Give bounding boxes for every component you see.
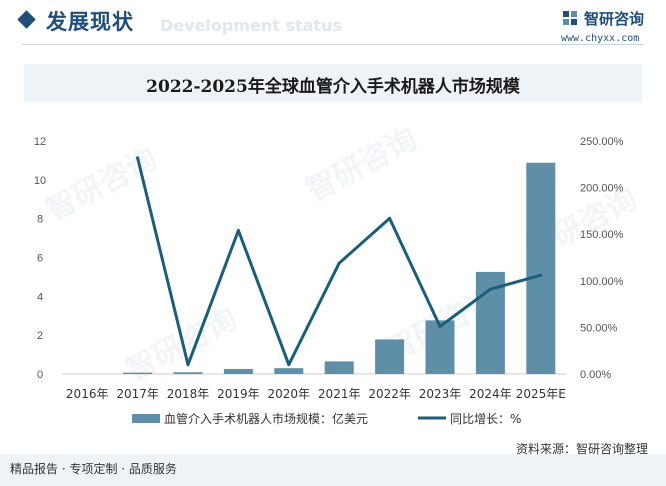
growth-point [388, 216, 392, 220]
x-tick-label: 2023年 [419, 387, 462, 401]
x-tick-label: 2016年 [66, 387, 109, 401]
x-tick-label: 2022年 [368, 387, 411, 401]
x-tick-label: 2019年 [217, 387, 260, 401]
bar [375, 339, 405, 374]
logo-text: 智研咨询 [584, 10, 645, 28]
y-left-tick-label: 10 [34, 175, 46, 187]
header: 发展现状 Development status 智研咨询 www.chyxx.c… [0, 0, 666, 44]
bar [123, 372, 153, 374]
bar [223, 368, 253, 374]
growth-point [287, 363, 291, 367]
bar [324, 361, 354, 374]
y-right-tick-label: 250.00% [580, 136, 624, 148]
footer: 精品报告 · 专项定制 · 品质服务 资料来源：智研咨询整理 [0, 442, 666, 486]
title-band: 2022-2025年全球血管介入手术机器人市场规模 [24, 64, 642, 102]
y-right-tick-label: 150.00% [580, 229, 624, 241]
y-left-tick-label: 8 [37, 214, 43, 226]
growth-point [488, 287, 492, 291]
y-left-tick-label: 0 [37, 369, 43, 381]
growth-point [186, 363, 190, 367]
growth-point [438, 324, 442, 328]
x-tick-label: 2021年 [318, 387, 361, 401]
footer-source: 资料来源：智研咨询整理 [515, 442, 648, 456]
x-tick-label: 2017年 [116, 387, 159, 401]
growth-point [539, 273, 543, 277]
y-right-tick-label: 200.00% [580, 183, 624, 195]
y-left-tick-label: 4 [37, 291, 43, 303]
legend-line-label: 同比增长：% [450, 412, 521, 426]
logo-url: www.chyxx.com [561, 33, 640, 44]
growth-point [236, 228, 240, 232]
logo-icon [563, 11, 577, 25]
y-left-tick-label: 2 [37, 330, 43, 342]
x-tick-label: 2025年E [516, 387, 566, 401]
legend-bar-label: 血管介入手术机器人市场规模：亿美元 [164, 411, 368, 426]
footer-tagline: 精品报告 · 专项定制 · 品质服务 [10, 462, 177, 476]
bar [425, 320, 455, 374]
x-tick-label: 2018年 [167, 387, 210, 401]
y-left-tick-label: 6 [37, 253, 43, 265]
y-left-tick-label: 12 [34, 136, 46, 148]
bar [274, 368, 304, 374]
growth-point [337, 261, 341, 265]
section-title: 发展现状 [46, 10, 134, 34]
section-subtitle: Development status [160, 16, 343, 35]
legend-bar-swatch [132, 414, 160, 423]
x-tick-label: 2024年 [469, 387, 512, 401]
y-right-tick-label: 100.00% [580, 276, 624, 288]
y-right-tick-label: 0.00% [580, 369, 611, 381]
header-divider [22, 44, 644, 45]
x-tick-label: 2020年 [268, 387, 311, 401]
bar [173, 372, 203, 374]
chart-title: 2022-2025年全球血管介入手术机器人市场规模 [146, 77, 520, 97]
y-right-tick-label: 50.00% [580, 322, 618, 334]
growth-point [136, 156, 140, 160]
chart: 0 2 4 6 8 10 12 0.00% 50.00% 100.00% 150.00% 200.00… [34, 136, 624, 426]
bar [526, 162, 556, 374]
